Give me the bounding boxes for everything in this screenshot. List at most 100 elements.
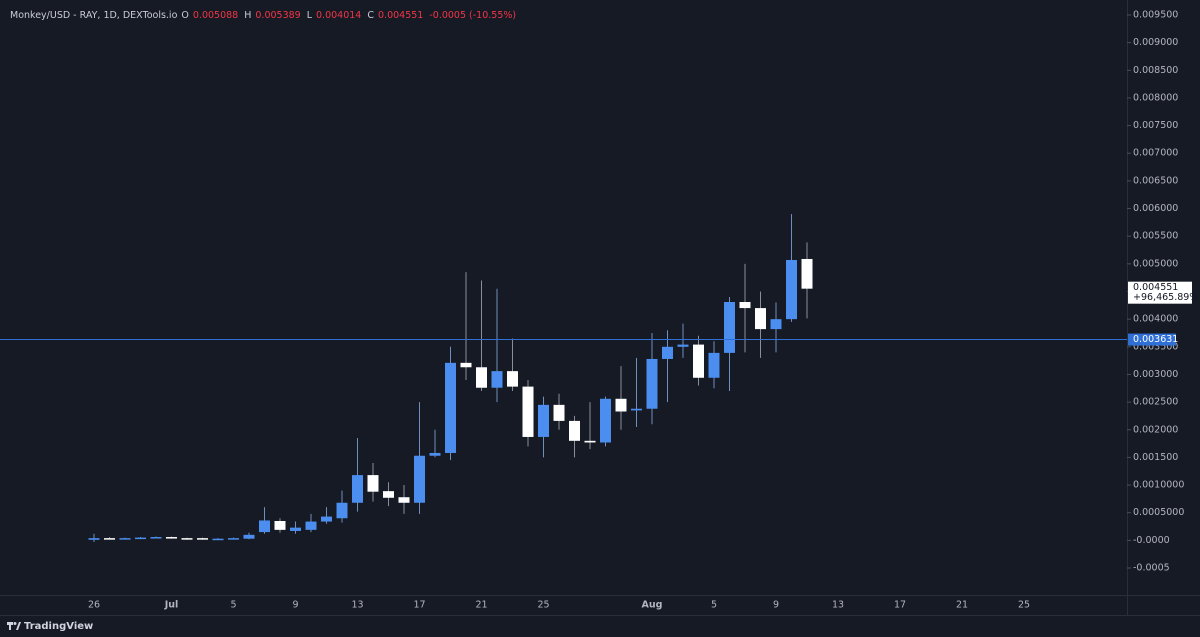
candle-body <box>662 346 673 359</box>
candle-body <box>104 538 115 540</box>
candle-body <box>181 538 193 540</box>
candle-body <box>538 404 549 437</box>
candle-body <box>212 538 224 541</box>
y-tick-label: 0.008500 <box>1133 65 1178 76</box>
y-tick-label: -0.0005 <box>1133 563 1170 574</box>
y-tick-label: 0.001500 <box>1133 452 1178 463</box>
x-tick-label: 17 <box>413 600 425 611</box>
y-tick-label: -0.0000 <box>1133 535 1170 546</box>
ohlc-key: C <box>367 10 374 21</box>
candle-body <box>336 502 348 519</box>
x-tick-label: 9 <box>292 600 298 611</box>
brand-name: TradingView <box>24 621 93 632</box>
x-tick-label: 13 <box>832 600 844 611</box>
y-tick-label: 0.007500 <box>1133 120 1178 131</box>
symbol-title: Monkey/USD - RAY, 1D, DEXTools.io <box>10 10 178 21</box>
candle-body <box>429 452 441 456</box>
candle-body <box>522 386 534 437</box>
legend: Monkey/USD - RAY, 1D, DEXTools.io O 0.005… <box>10 10 518 21</box>
y-tick-label: 0.003000 <box>1133 369 1178 380</box>
candle-body <box>305 521 317 530</box>
candle-body <box>383 491 394 498</box>
x-tick-label: 13 <box>351 600 363 611</box>
x-tick-label: 25 <box>1018 600 1030 611</box>
x-tick-label: Jul <box>164 600 179 611</box>
candle-body <box>553 404 565 421</box>
candle-body <box>600 398 611 443</box>
candle-body <box>197 538 208 540</box>
y-tick-label: 0.005500 <box>1133 231 1178 242</box>
candle-body <box>135 537 146 540</box>
y-tick-label: 0.004000 <box>1133 314 1178 325</box>
y-tick-label: 0.008000 <box>1133 92 1178 103</box>
candle-body <box>290 527 301 531</box>
candle-body <box>88 538 100 540</box>
x-tick-label: Aug <box>642 600 663 611</box>
ohlc-value: 0.004551 <box>378 10 424 21</box>
candle-body <box>491 371 503 388</box>
candle-body <box>445 362 456 453</box>
candle-body <box>321 516 332 522</box>
y-tick-label: 0.006000 <box>1133 203 1178 214</box>
x-tick-label: 21 <box>956 600 968 611</box>
candle-body <box>150 537 162 539</box>
candle-body <box>119 538 131 540</box>
candle-body <box>693 344 704 378</box>
candle-body <box>631 408 642 411</box>
candle-body <box>259 520 270 533</box>
y-tick-label: 0.0010000 <box>1133 480 1184 491</box>
y-tick-label: 0.002500 <box>1133 397 1178 408</box>
candle-body <box>677 344 689 347</box>
candle-body <box>786 259 797 320</box>
candle-body <box>708 352 720 378</box>
ohlc-key: L <box>306 10 313 21</box>
candle-body <box>755 308 766 330</box>
candle-body <box>770 319 782 330</box>
last-price-box <box>1128 281 1192 304</box>
price-line-label: 0.003631 <box>1133 334 1178 345</box>
price-line-box <box>1128 333 1176 346</box>
y-tick-label: 0.003500 <box>1133 341 1178 352</box>
candle-body <box>569 420 580 441</box>
y-tick-label: 0.007000 <box>1133 148 1178 159</box>
ohlc-value: 0.005389 <box>255 10 301 21</box>
candle-body <box>507 371 518 387</box>
change: -0.0005 (-10.55%) <box>429 10 517 21</box>
candle-body <box>724 302 735 353</box>
ohlc-value: 0.004014 <box>316 10 362 21</box>
candle-body <box>615 398 627 412</box>
candle-body <box>476 367 487 388</box>
y-tick-label: 0.009000 <box>1133 37 1178 48</box>
candle-body <box>352 475 363 503</box>
candle-body <box>584 440 596 443</box>
last-price-label: 0.004551 <box>1133 282 1178 293</box>
ohlc-key: H <box>244 10 252 21</box>
x-tick-label: 9 <box>773 600 779 611</box>
last-change-label: +96,465.89% <box>1133 292 1198 303</box>
candle-body <box>228 538 239 540</box>
brand-logo <box>7 622 21 630</box>
y-tick-label: 0.009500 <box>1133 9 1178 20</box>
candle-body <box>274 521 286 530</box>
candle-body <box>646 358 658 409</box>
x-tick-label: 17 <box>894 600 906 611</box>
y-tick-label: 0.0005000 <box>1133 507 1184 518</box>
candle-body <box>166 537 177 539</box>
candle-body <box>460 362 472 368</box>
candle-body <box>367 475 379 492</box>
x-tick-label: 21 <box>475 600 487 611</box>
x-tick-label: 5 <box>711 600 717 611</box>
ohlc-key: O <box>181 10 189 21</box>
candle-body <box>739 302 751 309</box>
y-tick-label: 0.005000 <box>1133 258 1178 269</box>
candle-body <box>801 258 813 289</box>
x-tick-label: 25 <box>537 600 549 611</box>
y-tick-label: 0.002000 <box>1133 424 1178 435</box>
x-tick-label: 26 <box>88 600 100 611</box>
candle-body <box>414 455 425 503</box>
ohlc-value: 0.005088 <box>192 10 239 21</box>
candle-body <box>398 497 410 503</box>
